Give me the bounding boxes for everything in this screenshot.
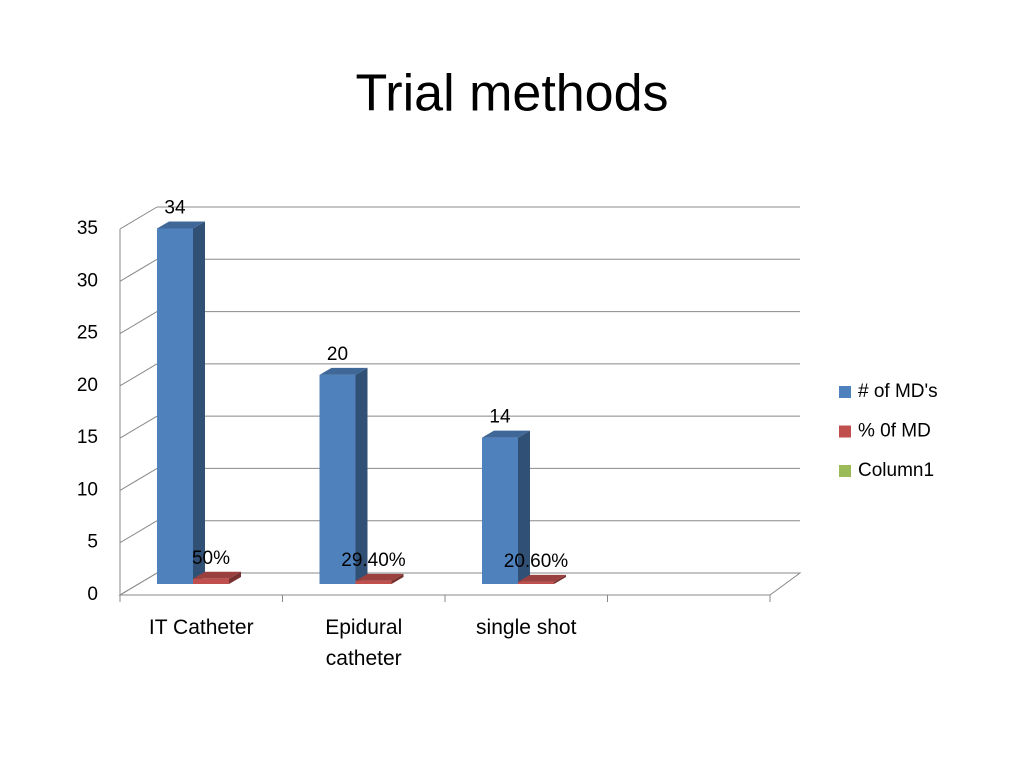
data-label: 20.60% [504,551,569,572]
bar-top [355,573,404,581]
x-tick-label: single shot [476,616,577,639]
bar-top [319,367,368,375]
bar-side [391,573,404,584]
y-tick-label: 20 [77,375,98,396]
bar-side [355,367,368,584]
legend-swatch [839,425,851,438]
bar-top [482,430,530,438]
legend-label: % 0f MD [858,421,931,442]
y-tick-label: 15 [77,427,98,448]
legend-label: Column1 [858,460,934,481]
bar-top [518,574,566,582]
grid-line-side [119,520,158,544]
data-label: 14 [489,407,511,428]
data-label: 29.40% [341,550,406,571]
bar-side [554,574,566,584]
bar-top [157,221,205,229]
legend-swatch [839,386,851,398]
data-label: 20 [327,344,348,365]
chart-title: Trial methods [355,65,668,123]
x-tick-label: Epidural catheter [325,616,403,670]
data-label: 50% [192,548,230,569]
bar-side [193,221,205,584]
y-tick-label: 5 [87,532,98,553]
bar [518,581,554,584]
legend-label: # of MD's [858,381,938,402]
bar [355,580,392,584]
data-label: 34 [164,197,186,218]
bar-side [229,571,241,584]
grid-line-side [119,415,158,439]
x-tick-label: IT Catheter [148,616,254,639]
grid-line-side [119,311,158,335]
grid-line-side [119,467,158,491]
bar [482,437,518,584]
grid-line-side [119,572,158,596]
legend-swatch [839,465,851,477]
y-tick-label: 0 [87,584,98,605]
bar [157,228,193,584]
y-tick-label: 10 [77,479,98,500]
bar [193,578,229,584]
bar-side [518,430,530,584]
bar-top [193,571,241,579]
y-tick-label: 25 [77,323,98,344]
grid-line-side [119,206,158,230]
bar [319,374,356,584]
grid-line-side [119,258,158,282]
y-tick-label: 35 [77,218,98,239]
y-tick-label: 30 [77,270,98,291]
grid-line-side [119,363,158,387]
